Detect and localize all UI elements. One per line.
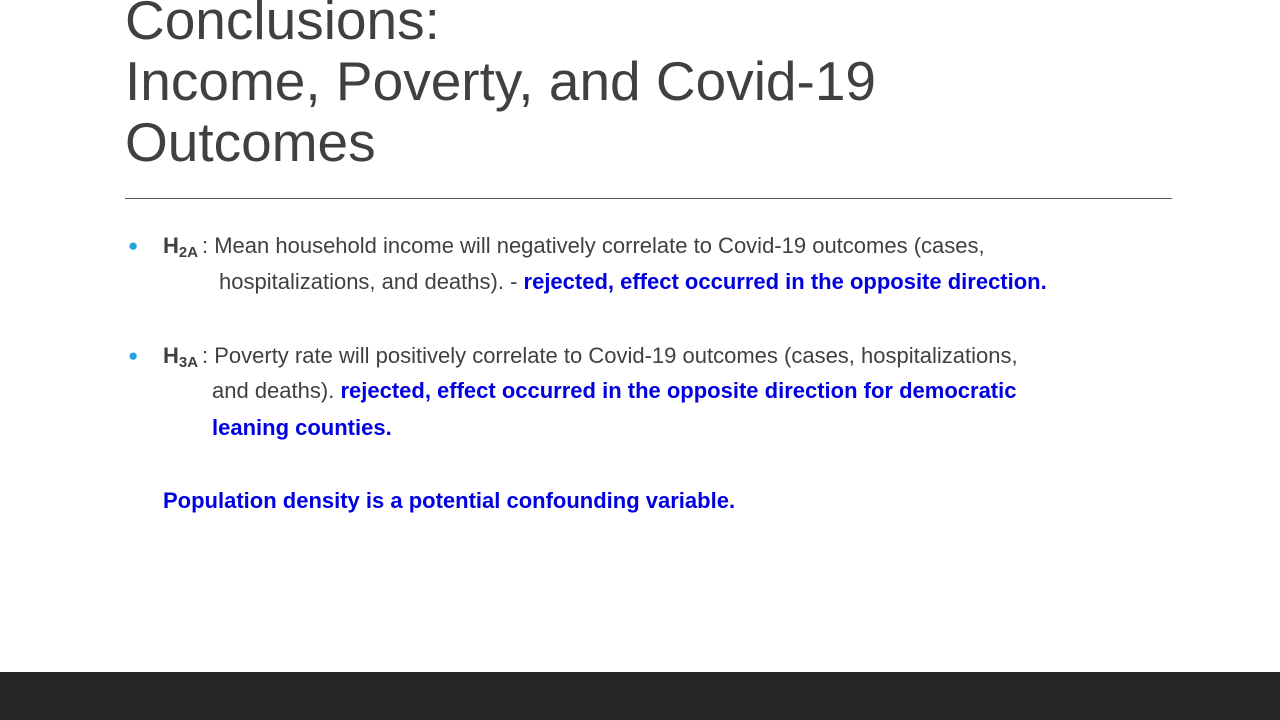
- hypothesis-h3a-result: rejected, effect occurred in the opposit…: [340, 378, 1017, 403]
- hypothesis-h2a-line2: hospitalizations, and deaths). - rejecte…: [219, 271, 1047, 293]
- confounding-note: Population density is a potential confou…: [163, 488, 736, 513]
- hypothesis-label-h3a: H3A: [163, 343, 199, 371]
- hypothesis-h2a-statement: hospitalizations, and deaths). -: [219, 269, 524, 294]
- hypothesis-h3a-line3: leaning counties.: [212, 415, 392, 440]
- title-divider: [125, 198, 1172, 199]
- title-line-3: Outcomes: [125, 111, 376, 173]
- hypothesis-h3a-line1: : Poverty rate will positively correlate…: [202, 343, 1018, 368]
- hypothesis-h2a-result: rejected, effect occurred in the opposit…: [523, 269, 1047, 294]
- bullet-dot-icon: ●: [128, 236, 139, 255]
- title-line-1: Conclusions:: [125, 0, 440, 51]
- bullet-dot-icon: ●: [128, 346, 139, 365]
- slide-title: Conclusions: Income, Poverty, and Covid-…: [125, 0, 1172, 173]
- footer-bar: [0, 672, 1280, 720]
- hypothesis-h2a-line1: : Mean household income will negatively …: [202, 233, 985, 258]
- hypothesis-h3a-statement: and deaths).: [212, 378, 341, 403]
- hypothesis-h3a-line2: and deaths). rejected, effect occurred i…: [212, 380, 1016, 402]
- hypothesis-label-h2a: H2A: [163, 233, 199, 261]
- title-line-2: Income, Poverty, and Covid-19: [125, 50, 877, 112]
